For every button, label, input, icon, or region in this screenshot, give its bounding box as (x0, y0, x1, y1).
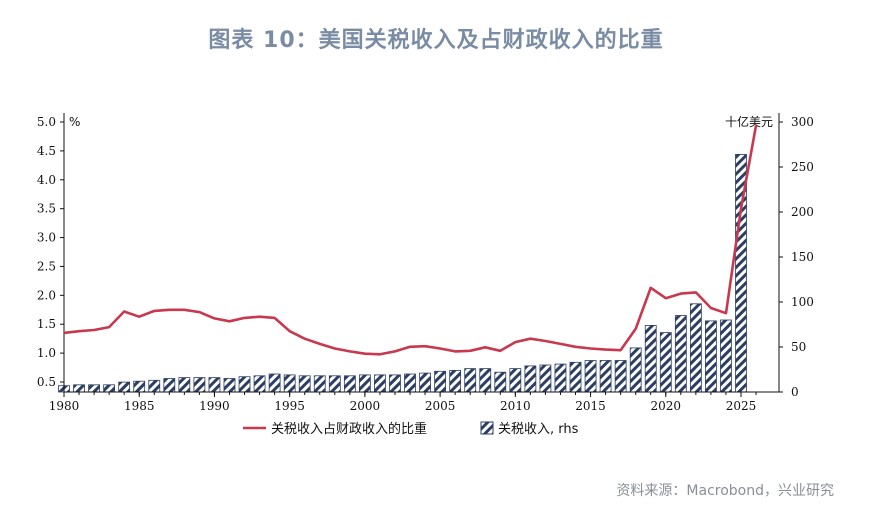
right-tick-label: 200 (791, 205, 814, 219)
left-unit-label: % (69, 115, 80, 129)
bar (419, 372, 431, 393)
bar (584, 360, 597, 393)
axes (60, 113, 783, 397)
bar (328, 375, 341, 393)
legend: 关税收入占财政收入的比重 关税收入, rhs (243, 421, 579, 437)
bar (208, 377, 221, 393)
bar (163, 378, 176, 393)
bar (569, 361, 582, 393)
x-tick-label: 2000 (350, 399, 381, 413)
legend-bar-swatch (480, 421, 494, 435)
bar (118, 381, 131, 393)
bar (148, 379, 161, 393)
x-tick-label: 2020 (651, 399, 682, 413)
bar (644, 324, 657, 393)
bar (268, 373, 281, 393)
bar (133, 380, 146, 393)
bar (509, 368, 522, 393)
left-tick-label: 2.0 (37, 288, 56, 302)
right-tick-label: 0 (791, 385, 799, 399)
bar (343, 375, 356, 393)
x-tick-label: 2005 (425, 399, 456, 413)
bar (659, 332, 672, 393)
source-note: 资料来源：Macrobond，兴业研究 (616, 483, 834, 499)
bar (88, 384, 100, 393)
x-tick-label: 1990 (199, 399, 230, 413)
left-tick-label: 0.5 (37, 375, 56, 389)
bar-series (58, 153, 747, 393)
line-series (63, 125, 758, 356)
left-tick-label: 1.0 (37, 346, 56, 360)
x-tick-label: 2010 (500, 399, 531, 413)
left-tick-label: 3.0 (37, 231, 56, 245)
bar (479, 368, 492, 393)
bar (689, 303, 702, 393)
x-tick-label: 1995 (274, 399, 305, 413)
left-tick-label: 2.5 (37, 259, 56, 273)
bar (178, 377, 191, 393)
right-unit-label: 十亿美元 (725, 114, 773, 129)
bar (434, 370, 447, 393)
left-tick-label: 3.5 (37, 202, 56, 216)
bar (298, 375, 311, 393)
right-tick-label: 100 (791, 295, 814, 309)
right-tick-label: 300 (791, 115, 814, 129)
bar (283, 374, 296, 393)
bar (494, 371, 507, 393)
bar (614, 360, 627, 393)
bar (313, 375, 326, 393)
bar (223, 378, 236, 393)
bar (404, 373, 416, 393)
bar (449, 369, 462, 393)
bar (103, 384, 116, 393)
bar (539, 364, 552, 393)
ratio-line (63, 125, 758, 356)
bar (599, 360, 612, 393)
bar (73, 384, 85, 393)
bar (464, 368, 477, 393)
bar (193, 377, 206, 393)
bar (629, 347, 642, 393)
right-tick-label: 150 (791, 250, 814, 264)
bar (705, 320, 717, 393)
bar (238, 376, 251, 393)
left-tick-label: 1.5 (37, 317, 56, 331)
x-tick-label: 1985 (124, 399, 155, 413)
bar (358, 374, 371, 393)
bar (524, 365, 537, 393)
bar (389, 374, 401, 393)
bar (720, 319, 732, 393)
bar (253, 375, 266, 393)
x-tick-label: 1980 (49, 399, 80, 413)
left-tick-label: 4.5 (37, 144, 56, 158)
x-tick-label: 2015 (575, 399, 606, 413)
axis-labels: 0.5 1.0 1.5 2.0 2.5 3.0 3.5 4.0 4.5 5.0 0 50 100 150 2… (37, 114, 814, 413)
right-tick-label: 50 (791, 340, 806, 354)
left-tick-label: 5.0 (37, 115, 56, 129)
bar (374, 374, 386, 393)
bar (674, 315, 687, 393)
legend-line-label: 关税收入占财政收入的比重 (271, 421, 427, 437)
left-tick-label: 4.0 (37, 173, 56, 187)
bar (554, 363, 567, 393)
chart-title: 图表 10：美国关税收入及占财政收入的比重 (208, 28, 664, 53)
right-tick-label: 250 (791, 160, 814, 174)
x-tick-label: 2025 (726, 399, 757, 413)
legend-bar-label: 关税收入, rhs (498, 422, 579, 437)
